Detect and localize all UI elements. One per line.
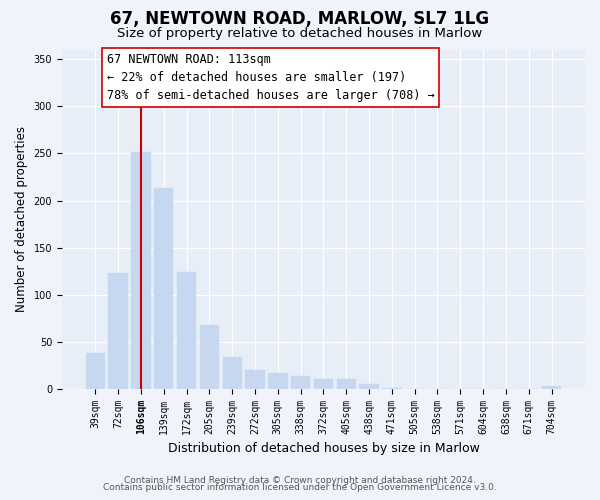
Bar [223,356,242,388]
Bar [542,386,561,388]
Bar [86,353,105,388]
Bar [291,376,310,388]
Text: Contains HM Land Registry data © Crown copyright and database right 2024.: Contains HM Land Registry data © Crown c… [124,476,476,485]
Text: Size of property relative to detached houses in Marlow: Size of property relative to detached ho… [118,28,482,40]
Bar [200,324,219,388]
Bar [109,273,128,388]
Text: 67, NEWTOWN ROAD, MARLOW, SL7 1LG: 67, NEWTOWN ROAD, MARLOW, SL7 1LG [110,10,490,28]
X-axis label: Distribution of detached houses by size in Marlow: Distribution of detached houses by size … [167,442,479,455]
Bar [131,152,151,388]
Bar [154,188,173,388]
Bar [245,370,265,388]
Bar [314,380,333,388]
Text: 67 NEWTOWN ROAD: 113sqm
← 22% of detached houses are smaller (197)
78% of semi-d: 67 NEWTOWN ROAD: 113sqm ← 22% of detache… [107,53,434,102]
Y-axis label: Number of detached properties: Number of detached properties [15,126,28,312]
Bar [359,384,379,388]
Bar [177,272,196,388]
Bar [268,372,287,388]
Text: Contains public sector information licensed under the Open Government Licence v3: Contains public sector information licen… [103,484,497,492]
Bar [337,380,356,388]
